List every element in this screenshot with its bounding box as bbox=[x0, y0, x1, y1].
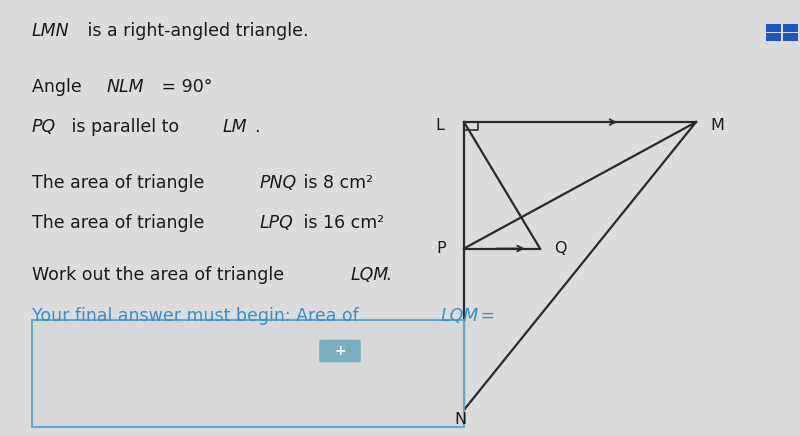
Text: PNQ: PNQ bbox=[260, 174, 297, 192]
Text: is parallel to: is parallel to bbox=[66, 118, 184, 136]
Text: LQM: LQM bbox=[441, 307, 479, 325]
Text: NLM: NLM bbox=[106, 78, 144, 96]
FancyBboxPatch shape bbox=[766, 24, 781, 32]
Text: The area of triangle: The area of triangle bbox=[32, 174, 210, 192]
Text: is 16 cm²: is 16 cm² bbox=[298, 214, 385, 232]
Text: is 8 cm²: is 8 cm² bbox=[298, 174, 374, 192]
Text: LQM: LQM bbox=[350, 266, 389, 284]
Text: Angle: Angle bbox=[32, 78, 87, 96]
FancyBboxPatch shape bbox=[783, 24, 798, 32]
Text: +: + bbox=[334, 344, 346, 358]
Text: is a right-angled triangle.: is a right-angled triangle. bbox=[82, 22, 308, 40]
Text: = 90°: = 90° bbox=[156, 78, 212, 96]
Text: LM: LM bbox=[222, 118, 247, 136]
FancyBboxPatch shape bbox=[319, 340, 361, 362]
Text: PQ: PQ bbox=[32, 118, 56, 136]
Text: P: P bbox=[437, 241, 446, 256]
Text: Your final answer must begin: Area of: Your final answer must begin: Area of bbox=[32, 307, 364, 325]
Text: The area of triangle: The area of triangle bbox=[32, 214, 210, 232]
Text: LMN: LMN bbox=[32, 22, 70, 40]
Text: N: N bbox=[454, 412, 466, 427]
FancyBboxPatch shape bbox=[32, 320, 464, 427]
Text: Work out the area of triangle: Work out the area of triangle bbox=[32, 266, 290, 284]
Text: L: L bbox=[435, 118, 444, 133]
Text: =: = bbox=[475, 307, 495, 325]
Text: .: . bbox=[386, 266, 391, 284]
Text: .: . bbox=[254, 118, 260, 136]
Text: Q: Q bbox=[554, 241, 567, 256]
FancyBboxPatch shape bbox=[766, 33, 781, 41]
FancyBboxPatch shape bbox=[783, 33, 798, 41]
Text: LPQ: LPQ bbox=[260, 214, 294, 232]
Text: M: M bbox=[710, 118, 724, 133]
